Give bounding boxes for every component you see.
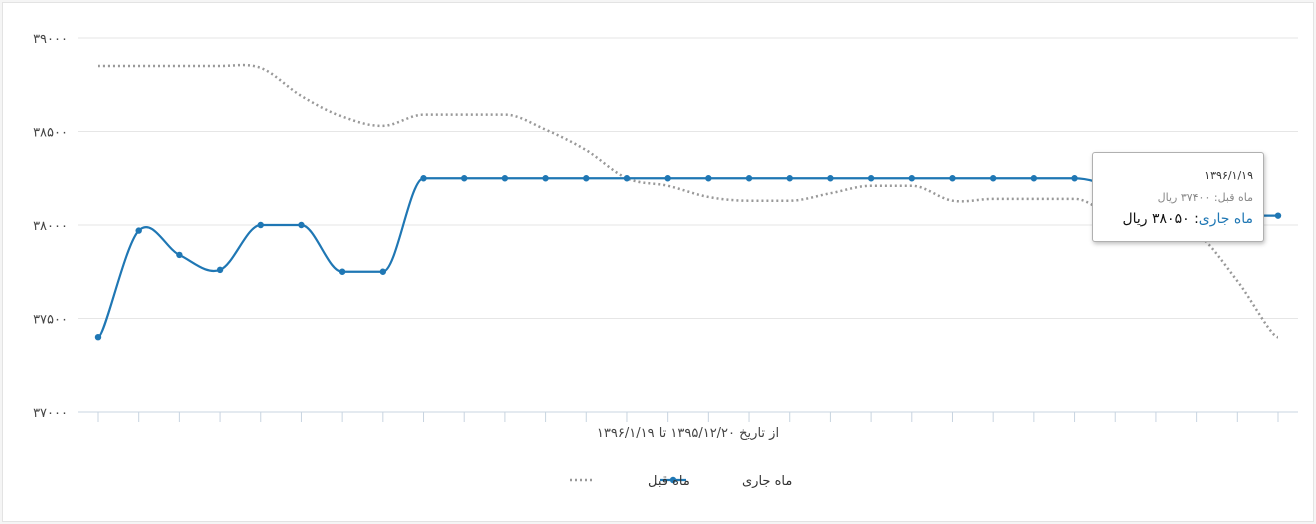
x-axis-title: از تاریخ ۱۳۹۵/۱۲/۲۰ تا ۱۳۹۶/۱/۱۹	[597, 426, 779, 441]
series-line-previous-month	[98, 63, 1279, 339]
data-point[interactable]	[420, 175, 427, 182]
data-point[interactable]	[1071, 175, 1078, 182]
data-point[interactable]	[949, 175, 956, 182]
data-point[interactable]	[501, 175, 509, 182]
data-point[interactable]	[461, 175, 468, 182]
x-axis	[78, 411, 1298, 422]
tooltip-current-label: ماه جاری	[1198, 211, 1253, 227]
legend-label-previous-month[interactable]: ماه قبل	[648, 474, 690, 489]
data-point[interactable]	[1030, 175, 1038, 182]
data-point[interactable]	[827, 175, 834, 182]
tooltip-current: ماه جاری: ۳۸۰۵۰ ریال	[1122, 211, 1253, 227]
data-point[interactable]	[664, 175, 671, 182]
data-point[interactable]	[176, 251, 183, 259]
y-tick-label: ۳۷۵۰۰	[33, 313, 68, 328]
data-point[interactable]	[542, 175, 549, 182]
data-point[interactable]	[867, 175, 875, 182]
data-point[interactable]	[338, 268, 346, 275]
legend[interactable]: ماه جاری ماه قبل	[570, 474, 792, 489]
data-point[interactable]	[298, 221, 305, 229]
y-tick-label: ۳۸۰۰۰	[33, 219, 68, 234]
data-point[interactable]	[745, 175, 753, 182]
data-point[interactable]	[216, 266, 224, 274]
y-tick-label: ۳۸۵۰۰	[33, 126, 68, 141]
data-point[interactable]	[135, 227, 142, 234]
tooltip-date: ۱۳۹۶/۱/۱۹	[1204, 169, 1253, 182]
data-point[interactable]	[379, 268, 387, 275]
data-point[interactable]	[1274, 212, 1282, 219]
data-point[interactable]	[989, 175, 997, 182]
legend-label-current-month[interactable]: ماه جاری	[742, 474, 792, 489]
data-point[interactable]	[257, 221, 264, 229]
tooltip-current-value: : ۳۸۰۵۰ ریال	[1122, 211, 1199, 227]
tooltip-previous: ماه قبل: ۳۷۴۰۰ ریال	[1157, 191, 1253, 204]
legend-marker-current-month	[669, 476, 677, 484]
data-point[interactable]	[786, 175, 793, 182]
data-point[interactable]	[94, 334, 102, 341]
data-point[interactable]	[908, 175, 915, 182]
data-point[interactable]	[583, 175, 590, 182]
data-point[interactable]	[623, 175, 631, 182]
data-point[interactable]	[705, 175, 712, 182]
series-previous-month	[98, 63, 1279, 339]
tooltip: ۱۳۹۶/۱/۱۹ ماه قبل: ۳۷۴۰۰ ریال ماه جاری: …	[1092, 152, 1264, 242]
y-tick-label: ۳۹۰۰۰	[33, 32, 68, 47]
y-tick-label: ۳۷۰۰۰	[33, 406, 68, 421]
y-axis: ۳۷۰۰۰ ۳۷۵۰۰ ۳۸۰۰۰ ۳۸۵۰۰ ۳۹۰۰۰	[33, 32, 68, 421]
